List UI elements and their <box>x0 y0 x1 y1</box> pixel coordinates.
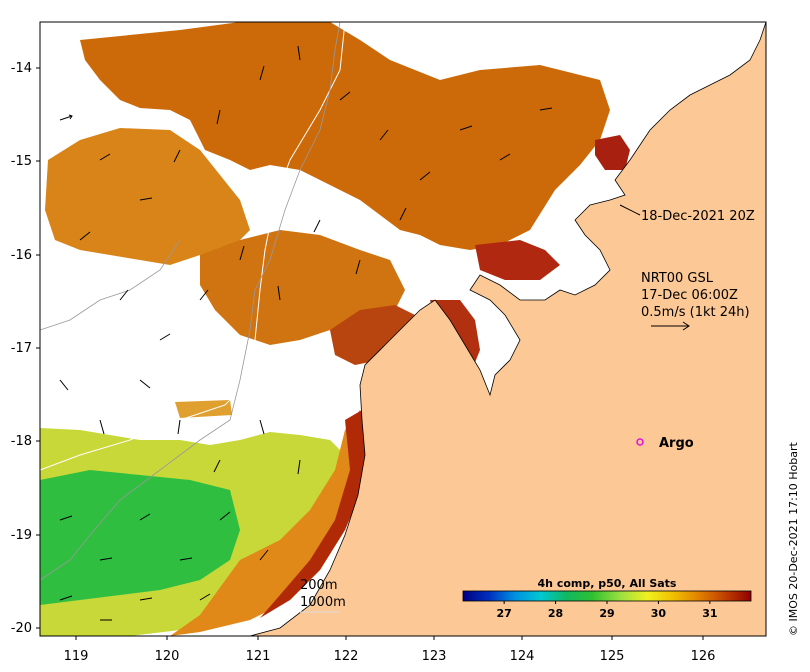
lon-tick: 119 <box>64 649 89 664</box>
contour-200m <box>40 22 341 581</box>
colorbar-ticks: 27 28 29 30 31 <box>496 601 718 620</box>
lon-axis <box>75 636 704 640</box>
lon-tick: 120 <box>155 649 180 664</box>
colorbar-tick-label: 27 <box>496 607 511 620</box>
colorbar-tick-label: 30 <box>651 607 667 620</box>
lon-tick: 124 <box>510 649 535 664</box>
current-model-label: NRT00 GSL <box>641 271 714 286</box>
sst-field <box>40 22 630 636</box>
sst-patch-coast-mid <box>330 305 415 365</box>
lat-tick: -14 <box>11 61 32 76</box>
plot-frame <box>39 21 767 637</box>
lon-tick: 121 <box>246 649 271 664</box>
lon-tick: 126 <box>691 649 716 664</box>
scale-arrow-icon <box>651 321 690 331</box>
credit-label: © IMOS 20-Dec-2021 17:10 Hobart <box>787 441 800 636</box>
contour-200m-label: 200m <box>300 578 337 593</box>
lat-tick: -18 <box>11 434 32 449</box>
colorbar-tick-label: 29 <box>599 607 614 620</box>
sst-patch-northeast <box>595 135 630 170</box>
lat-tick: -19 <box>11 528 32 543</box>
current-scale-label: 0.5m/s (1kt 24h) <box>641 305 750 320</box>
lon-tick: 123 <box>422 649 447 664</box>
land-mass <box>249 22 766 636</box>
lon-tick: 122 <box>334 649 359 664</box>
colorbar-title: 4h comp, p50, All Sats <box>538 577 677 590</box>
lon-tick: 125 <box>600 649 625 664</box>
composite-time-leader <box>619 204 641 216</box>
sst-patch-east-small <box>475 240 560 280</box>
colorbar-tick-label: 28 <box>548 607 563 620</box>
plot-area <box>40 22 766 636</box>
contour-1000m-label: 1000m <box>300 595 346 610</box>
lat-tick: -16 <box>11 248 32 263</box>
lat-tick: -15 <box>11 154 32 169</box>
argo-label: Argo <box>659 436 694 451</box>
sst-patch-north <box>80 22 610 250</box>
current-vectors <box>59 45 553 621</box>
colorbar-tick-label: 31 <box>702 607 717 620</box>
sst-patch-coastal-red <box>260 410 370 618</box>
contour-1000m <box>40 22 346 471</box>
lat-axis <box>36 67 40 629</box>
lat-tick: -17 <box>11 341 32 356</box>
current-time-label: 17-Dec 06:00Z <box>641 288 738 303</box>
composite-time-label: 18-Dec-2021 20Z <box>641 209 755 224</box>
argo-float-marker <box>636 438 644 446</box>
sst-patch-northwest <box>45 128 250 265</box>
colorbar <box>462 590 752 602</box>
sst-patch-band-warm <box>175 400 232 418</box>
contour-200m-west <box>40 239 181 331</box>
sst-patch-southwest-green <box>40 470 240 605</box>
lat-tick: -20 <box>11 621 32 636</box>
